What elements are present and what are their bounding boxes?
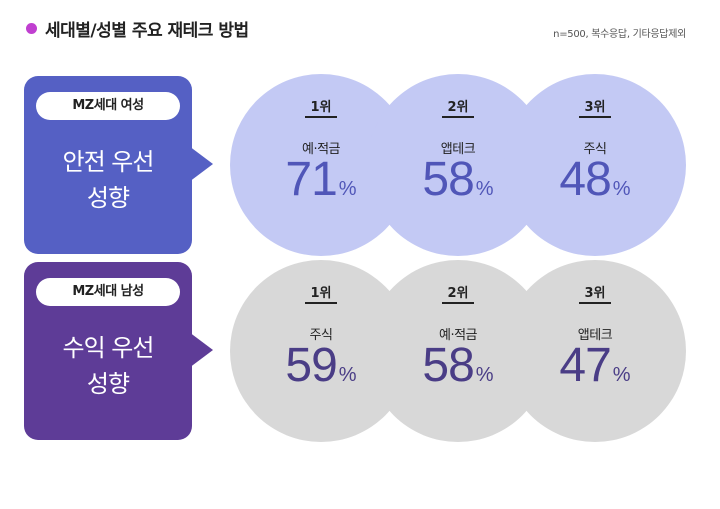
item-label: 주식: [309, 328, 333, 343]
item-label: 앱테크: [577, 328, 613, 343]
rank-circle-3: 3위 주식 48%: [504, 74, 686, 256]
percent-value: 47%: [504, 340, 686, 403]
percent-value: 58%: [367, 340, 549, 403]
percent-unit: %: [475, 178, 494, 200]
percent-number: 48: [559, 153, 611, 206]
rank-underline: [579, 116, 611, 118]
percent-number: 58: [422, 339, 474, 392]
pointer-arrow-icon: [189, 146, 213, 182]
percent-number: 47: [559, 339, 611, 392]
percent-value: 48%: [504, 154, 686, 217]
group-name-pill: MZ세대 여성: [36, 92, 180, 120]
percent-value: 58%: [367, 154, 549, 217]
percent-number: 59: [285, 339, 337, 392]
percent-value: 71%: [230, 154, 412, 217]
percent-number: 71: [285, 153, 337, 206]
rank-circle-3: 3위 앱테크 47%: [504, 260, 686, 442]
group-women: 1위 예·적금 71% 2위 앱테크 58% 3위 주식 48% MZ세대 여성…: [0, 74, 720, 256]
group-label-box: MZ세대 여성 안전 우선 성향: [24, 76, 192, 254]
percent-value: 59%: [230, 340, 412, 403]
rank-label: 2위: [447, 100, 469, 115]
item-label: 예·적금: [301, 142, 341, 157]
tendency-line-2: 성향: [86, 184, 130, 212]
percent-unit: %: [338, 364, 357, 386]
bullet-dot-icon: [26, 23, 37, 34]
group-name-pill: MZ세대 남성: [36, 278, 180, 306]
rank-underline: [305, 116, 337, 118]
tendency-line-1: 수익 우선: [62, 334, 155, 362]
pointer-arrow-icon: [189, 332, 213, 368]
percent-unit: %: [338, 178, 357, 200]
rank-underline: [442, 116, 474, 118]
rank-label: 2위: [447, 286, 469, 301]
group-label-box: MZ세대 남성 수익 우선 성향: [24, 262, 192, 440]
percent-unit: %: [612, 364, 631, 386]
rank-label: 3위: [584, 100, 606, 115]
rank-underline: [442, 302, 474, 304]
rank-underline: [305, 302, 337, 304]
tendency-label: 안전 우선 성향: [24, 144, 192, 216]
item-label: 앱테크: [440, 142, 476, 157]
rank-label: 3위: [584, 286, 606, 301]
rank-label: 1위: [310, 100, 332, 115]
rank-label: 1위: [310, 286, 332, 301]
page-title: 세대별/성별 주요 재테크 방법: [45, 21, 249, 41]
percent-unit: %: [475, 364, 494, 386]
header: 세대별/성별 주요 재테크 방법: [26, 16, 249, 41]
tendency-label: 수익 우선 성향: [24, 330, 192, 402]
tendency-line-2: 성향: [86, 370, 130, 398]
percent-unit: %: [612, 178, 631, 200]
rank-underline: [579, 302, 611, 304]
item-label: 주식: [583, 142, 607, 157]
group-men: 1위 주식 59% 2위 예·적금 58% 3위 앱테크 47% MZ세대 남성…: [0, 260, 720, 442]
percent-number: 58: [422, 153, 474, 206]
item-label: 예·적금: [438, 328, 478, 343]
survey-note: n=500, 복수응답, 기타응답제외: [553, 29, 686, 40]
tendency-line-1: 안전 우선: [62, 148, 155, 176]
